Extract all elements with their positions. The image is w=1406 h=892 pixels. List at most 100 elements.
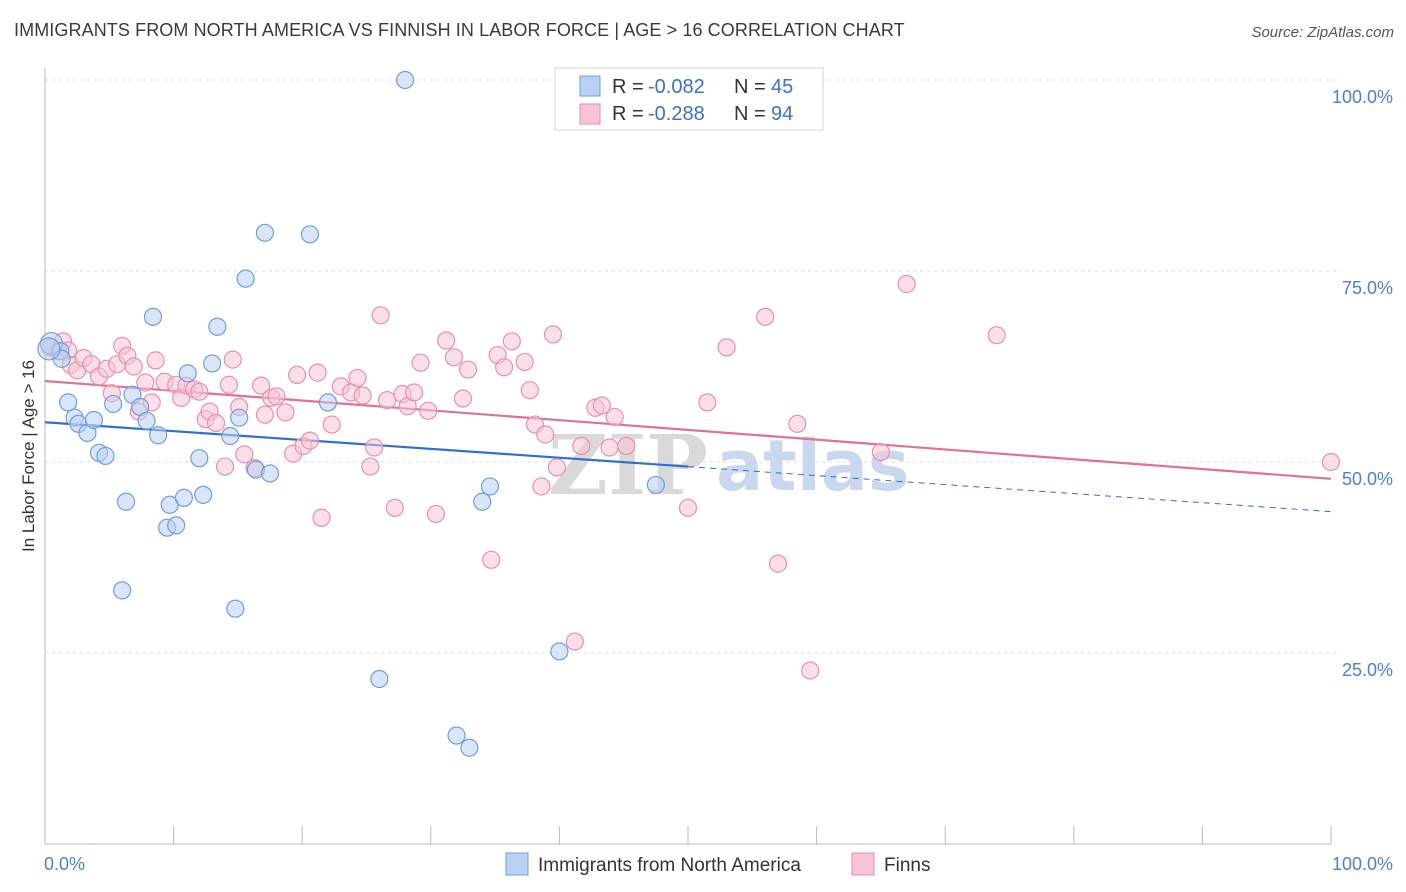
point-blue-43 [646,475,665,495]
point-pink-42 [300,431,320,450]
point-pink-62 [444,348,464,367]
gridlines [45,79,1341,654]
point-blue-15 [137,411,156,430]
point-pink-80 [600,438,619,457]
y-tick-label-25: 25.0% [1342,660,1393,680]
point-blue-16 [143,307,163,326]
point-blue-42 [550,642,569,661]
point-pink-29 [219,375,238,394]
point-pink-85 [717,338,736,357]
point-pink-74 [543,325,563,344]
point-pink-52 [371,306,390,325]
point-pink-14 [124,357,143,376]
point-blue-9 [96,446,115,465]
legend-r-label-pink: R = [612,103,644,125]
point-pink-27 [206,413,226,433]
legend-r-label-blue: R = [612,76,644,98]
bottom-legend-swatch-blue [505,852,529,876]
point-pink-73 [536,425,555,444]
legend-r-value-pink: -0.288 [648,103,705,125]
x-tick-label-100: 100.0% [1332,854,1393,874]
point-pink-43 [308,363,327,382]
axes [44,68,1332,845]
point-pink-60 [426,504,446,524]
point-blue-40 [473,492,492,511]
point-pink-79 [592,396,611,415]
point-blue-29 [230,408,249,427]
point-blue-27 [221,426,240,446]
point-blue-10 [104,394,123,414]
point-pink-70 [520,381,539,400]
point-blue-32 [255,223,275,242]
point-pink-75 [547,458,566,477]
point-blue-39 [460,738,479,757]
point-pink-40 [287,365,307,385]
y-tick-label-75: 75.0% [1342,278,1393,298]
legend-n-label-pink: N = [734,103,766,125]
bottom-legend-swatch-pink [851,852,875,876]
point-pink-58 [411,353,430,372]
point-blue-23 [190,449,209,468]
point-pink-76 [565,632,584,651]
point-pink-90 [871,442,891,462]
y-axis-label: In Labor Force | Age > 16 [19,360,38,552]
point-blue-41 [480,477,500,496]
point-pink-61 [437,331,456,350]
chart-title: IMMIGRANTS FROM NORTH AMERICA VS FINNISH… [14,20,905,40]
point-pink-59 [419,401,438,420]
point-pink-30 [223,350,242,369]
point-blue-30 [236,269,255,288]
watermark-atlas: atlas [716,425,910,507]
trend-line-blue-extension [687,466,1332,513]
point-blue-28 [226,599,245,618]
point-pink-67 [495,358,514,377]
point-pink-35 [255,405,275,424]
point-pink-81 [605,407,624,427]
point-pink-88 [788,414,807,433]
legend-n-value-pink: 94 [771,103,793,125]
bottom-legend: Immigrants from North America Finns [505,852,930,876]
point-pink-57 [404,383,424,402]
point-pink-51 [365,438,384,457]
point-blue-7 [84,410,103,430]
y-tick-label-50: 50.0% [1342,469,1393,489]
y-tick-labels: 25.0% 50.0% 75.0% 100.0% [1332,87,1393,680]
point-pink-32 [235,445,254,464]
point-pink-44 [312,508,331,527]
x-tick-label-0: 0.0% [44,854,85,874]
point-pink-49 [353,386,372,405]
legend-n-label-blue: N = [734,76,766,98]
point-blue-17 [149,426,168,445]
point-pink-87 [768,554,788,573]
point-blue-3 [59,393,78,412]
point-pink-37 [267,387,286,406]
point-blue-20 [167,516,186,535]
point-pink-86 [756,307,775,326]
x-tick-labels: 0.0% 100.0% [44,854,1393,874]
point-blue-38 [447,726,466,745]
point-pink-63 [453,389,473,408]
data-points [37,70,1341,757]
point-pink-82 [617,436,636,456]
point-pink-50 [361,457,380,476]
point-blue-24 [194,485,213,504]
point-blue-11 [116,492,136,511]
point-pink-68 [502,332,521,351]
point-blue-21 [174,488,193,508]
point-blue-22 [178,364,197,383]
chart-source: Source: ZipAtlas.com [1251,24,1394,41]
point-pink-54 [385,498,404,517]
point-blue-36 [370,669,389,689]
point-blue-25 [203,354,222,373]
bottom-legend-label-blue: Immigrants from North America [538,855,801,876]
trend-line-pink [44,379,1332,480]
point-blue-35 [318,393,338,412]
point-pink-65 [482,550,501,569]
point-pink-83 [678,498,698,517]
point-pink-84 [698,393,717,412]
point-pink-28 [215,457,235,476]
point-blue-12 [113,581,132,600]
point-pink-18 [146,351,165,370]
point-blue-44 [37,337,61,361]
